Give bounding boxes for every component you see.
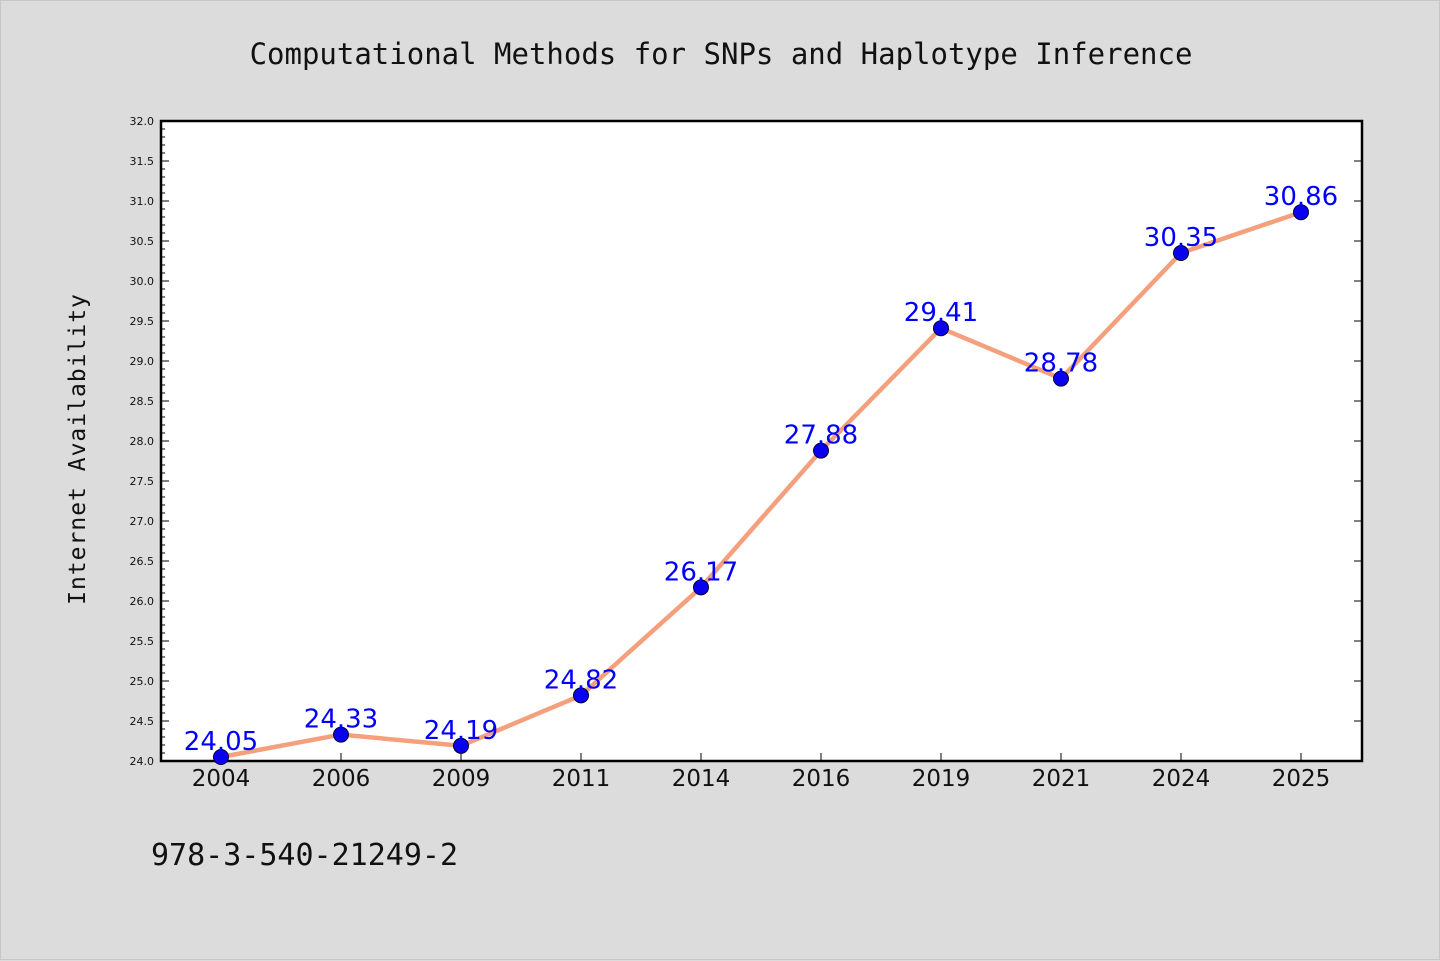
y-tick-label: 30.5 bbox=[130, 235, 155, 248]
y-tick-label: 27.5 bbox=[130, 475, 155, 488]
data-point bbox=[693, 579, 709, 596]
data-label: 27.88 bbox=[784, 421, 858, 451]
x-tick-label: 2014 bbox=[672, 766, 731, 792]
y-tick-label: 25.0 bbox=[130, 675, 155, 688]
data-point bbox=[573, 687, 589, 704]
data-point bbox=[453, 737, 469, 754]
y-tick-label: 31.0 bbox=[130, 195, 155, 208]
isbn-footer: 978-3-540-21249-2 bbox=[151, 838, 458, 873]
y-tick-label: 24.5 bbox=[130, 715, 155, 728]
data-point bbox=[1173, 245, 1189, 261]
y-tick-label: 28.5 bbox=[130, 395, 155, 408]
y-axis-label: Internet Availability bbox=[65, 293, 91, 605]
y-tick-label: 26.5 bbox=[130, 555, 155, 568]
x-tick-label: 2016 bbox=[792, 766, 851, 792]
chart-title: Computational Methods for SNPs and Haplo… bbox=[250, 37, 1193, 71]
data-label: 28.78 bbox=[1024, 349, 1098, 379]
x-tick-label: 2011 bbox=[552, 766, 611, 792]
y-tick-label: 29.0 bbox=[130, 355, 155, 368]
series-line bbox=[220, 210, 1302, 760]
y-tick-label: 29.5 bbox=[130, 315, 155, 328]
y-tick-label: 31.5 bbox=[130, 155, 155, 168]
data-label: 24.05 bbox=[184, 727, 258, 757]
x-tick-label: 2021 bbox=[1032, 766, 1091, 792]
y-axis: 24.0 24.5 25.0 25.5 26.0 26.5 27.0 27.5 28.0 28.5… bbox=[130, 115, 1362, 768]
data-point bbox=[933, 320, 949, 337]
data-label: 26.17 bbox=[664, 557, 738, 587]
data-point bbox=[333, 726, 349, 743]
data-point bbox=[213, 749, 229, 765]
data-label: 29.41 bbox=[904, 298, 978, 328]
x-tick-label: 2024 bbox=[1152, 766, 1211, 792]
data-label: 30.35 bbox=[1144, 223, 1218, 253]
data-point bbox=[1053, 370, 1069, 387]
plot-area bbox=[159, 119, 1364, 763]
y-tick-label: 24.0 bbox=[130, 755, 155, 768]
data-point bbox=[813, 442, 829, 459]
x-tick-label: 2019 bbox=[912, 766, 971, 792]
y-tick-label: 26.0 bbox=[130, 595, 155, 608]
data-labels-group: 24.05 24.33 24.19 24.82 26.17 27.88 29.41 28.78… bbox=[184, 182, 1338, 757]
data-label: 24.19 bbox=[424, 716, 498, 746]
y-tick-label: 28.0 bbox=[130, 435, 155, 448]
x-tick-label: 2006 bbox=[312, 766, 371, 792]
y-tick-label: 32.0 bbox=[130, 115, 155, 128]
x-tick-label: 2009 bbox=[432, 766, 491, 792]
y-tick-label: 27.0 bbox=[130, 515, 155, 528]
data-label: 24.33 bbox=[304, 705, 378, 735]
y-tick-label: 30.0 bbox=[130, 275, 155, 288]
x-tick-label: 2025 bbox=[1272, 766, 1331, 792]
x-axis: 2004 2006 2009 2011 2014 2016 2019 2021 2024 2025 bbox=[192, 753, 1331, 792]
data-point bbox=[1293, 204, 1309, 221]
y-tick-label: 25.5 bbox=[130, 635, 155, 648]
x-tick-label: 2004 bbox=[192, 766, 251, 792]
data-label: 30.86 bbox=[1264, 182, 1338, 212]
data-label: 24.82 bbox=[544, 665, 618, 695]
series-group bbox=[213, 204, 1309, 765]
